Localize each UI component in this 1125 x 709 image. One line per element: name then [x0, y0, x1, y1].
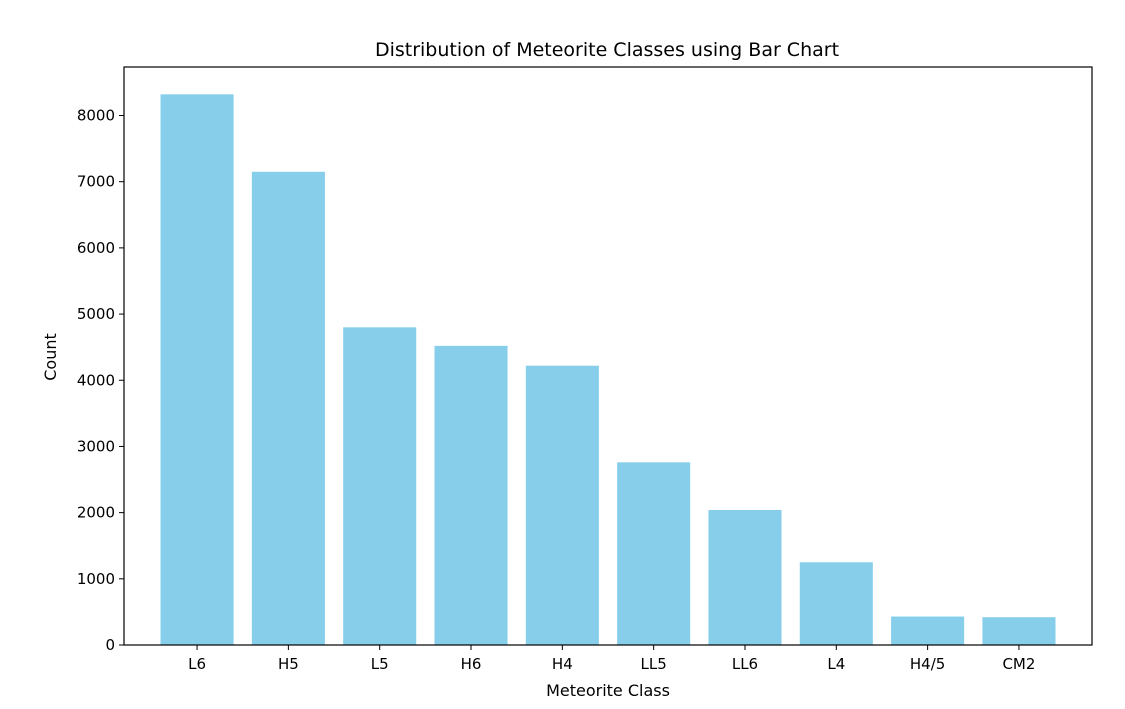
- x-tick-label: CM2: [1002, 655, 1035, 673]
- y-tick-label: 6000: [77, 239, 115, 257]
- bar-h5: [251, 171, 325, 645]
- chart-title: Distribution of Meteorite Classes using …: [375, 39, 839, 61]
- x-tick-label: LL5: [641, 655, 667, 673]
- bar-ll5: [617, 462, 691, 645]
- x-tick-label: H4: [552, 655, 573, 673]
- bar-ll6: [708, 509, 782, 645]
- bar-l6: [160, 94, 234, 645]
- x-tick-label: LL6: [732, 655, 758, 673]
- x-tick-label: L5: [371, 655, 389, 673]
- x-tick-label: H5: [278, 655, 299, 673]
- plot-frame: [123, 66, 1093, 646]
- y-tick-label: 7000: [77, 173, 115, 191]
- y-axis-ticks: 0 1000 2000 3000 4000 5000 6000 7000 8000: [77, 107, 124, 654]
- bar-l5: [343, 327, 417, 645]
- x-axis-ticks: L6 H5 L5 H6 H4 LL5 LL6 L4 H4/5 CM2: [188, 645, 1035, 673]
- y-tick-label: 8000: [77, 107, 115, 125]
- y-tick-label: 4000: [77, 371, 115, 389]
- bar-h4: [525, 365, 599, 645]
- bar-h6: [434, 345, 508, 645]
- x-tick-label: L6: [188, 655, 206, 673]
- x-axis-label: Meteorite Class: [546, 681, 670, 700]
- y-tick-label: 5000: [77, 305, 115, 323]
- y-tick-label: 3000: [77, 437, 115, 455]
- x-tick-label: H6: [461, 655, 482, 673]
- bar-l4: [799, 562, 873, 645]
- y-tick-label: 0: [105, 636, 115, 654]
- y-tick-label: 1000: [77, 570, 115, 588]
- y-tick-label: 2000: [77, 504, 115, 522]
- bar-h4-5: [891, 616, 965, 645]
- bar-cm2: [982, 617, 1056, 645]
- y-axis-label: Count: [41, 333, 60, 381]
- x-tick-label: L4: [827, 655, 845, 673]
- bars-group: [160, 94, 1056, 645]
- x-tick-label: H4/5: [910, 655, 945, 673]
